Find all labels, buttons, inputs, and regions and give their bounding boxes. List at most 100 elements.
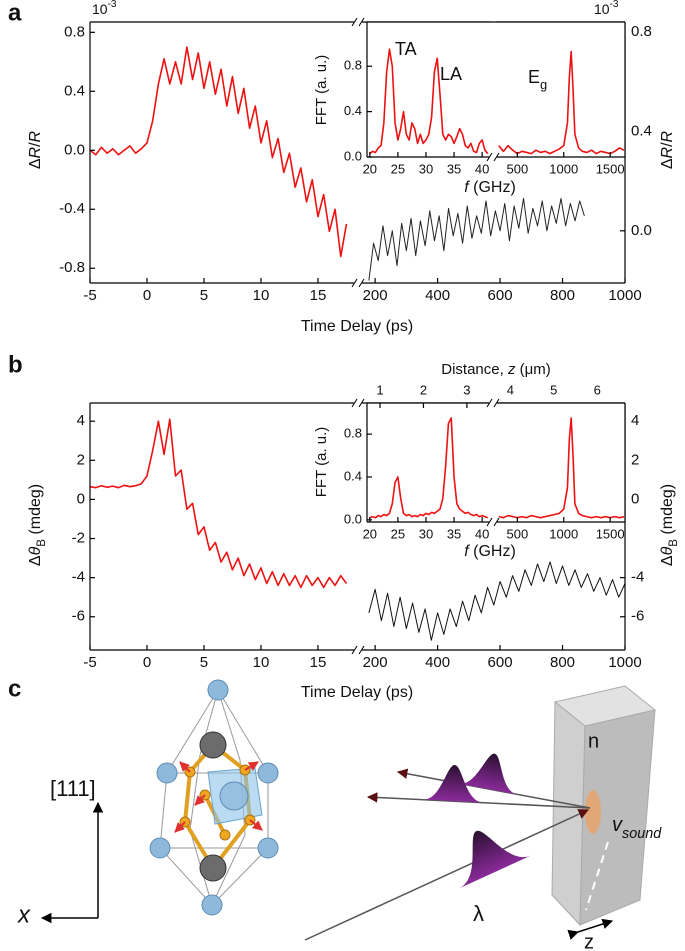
text-part: (μm) [515,361,550,378]
data-line [498,417,625,519]
y-tick-label: -4 [631,569,644,586]
panel-label: b [8,351,23,378]
x-tick-label: 25 [391,161,405,176]
axis-break [493,152,500,162]
y-tick-label: 2 [631,451,639,468]
y-tick-label: -0.8 [59,259,85,276]
y-tick-label: 0.4 [631,122,652,139]
atom [156,762,178,784]
x-tick-label: 200 [363,287,388,304]
text-part: f [464,543,470,560]
y-axis-label: FFT (a. u.) [313,55,330,126]
text-part: B [36,539,48,547]
text-part: v [612,814,623,836]
axis-break [358,645,365,655]
x-tick-label: 35 [447,161,461,176]
text-part: Δ [27,158,44,169]
annotation: LA [440,64,462,84]
y-tick-label: -0.4 [59,200,85,217]
atom [257,837,279,859]
y-axis-label: ΔR/R [659,130,676,169]
x2-tick-label: 1 [376,382,383,397]
inset-background [367,403,490,522]
text-part: 10 [92,1,108,17]
text-part: R [659,146,676,158]
x-tick-label: 30 [419,526,433,541]
y-tick-label: -4 [72,569,85,586]
text-part: / [27,142,44,147]
x-axis-label: f (GHz) [464,543,516,560]
y-tick-label: 0.4 [344,103,362,118]
arrow [194,794,206,806]
arrow [179,761,191,773]
y-tick-label: 0 [77,490,85,507]
text-part: / [659,142,676,147]
atom [257,762,279,784]
x-tick-label: 1000 [608,654,641,671]
annotation: TA [395,39,417,59]
arrow [249,819,263,831]
x-tick-label: 40 [475,161,489,176]
axis-break-gap [489,400,497,406]
x-tick-label: 20 [363,161,377,176]
data-line [369,48,489,155]
text-part: -3 [610,0,619,10]
axis-break [351,17,358,27]
x-tick-label: 800 [550,654,575,671]
axis-break [358,278,365,288]
axis-break-gap [489,154,497,160]
y-axis-label: ΔθB (mdeg) [27,484,48,566]
text-part: Distance, [441,361,508,378]
y-tick-label: 4 [631,412,639,429]
atom [219,829,231,841]
y-axis-label: ΔR/R [27,130,44,169]
x-tick-label: 1000 [549,161,578,176]
y-tick-label: 0.0 [344,148,362,163]
x-tick-label: 1500 [596,526,625,541]
text-part: E [528,67,540,87]
panel-label: a [8,0,22,26]
x2-tick-label: 6 [594,382,601,397]
text-part: B [668,539,680,547]
axis-break [493,517,500,527]
x2-axis-label: Distance, z (μm) [441,361,551,378]
data-line [369,417,489,519]
text-part: g [540,77,547,92]
text-part: Δ [659,555,676,566]
text-part: θ [659,546,676,555]
atom [149,837,171,859]
y-tick-label: 0.8 [344,426,362,441]
x-tick-label: 600 [488,287,513,304]
data-line [368,561,626,641]
text-part: sound [622,826,662,842]
axis-break-gap [354,280,362,286]
arrow [244,761,259,771]
y-axis-label: ΔθB (mdeg) [659,484,680,566]
x-tick-label: -5 [83,654,96,671]
pulse [458,753,518,795]
x-tick-label: 15 [310,654,327,671]
atom [201,894,223,916]
text-part: f [464,179,470,196]
inset-background [496,403,625,522]
strain-pulse [585,790,601,834]
text-part: (mdeg) [27,484,44,539]
text-part: Δ [27,555,44,566]
heavy-atoms [199,731,227,882]
y-tick-label: 0.0 [344,511,362,526]
axis-break-gap [489,519,497,525]
text-part: R [27,130,44,142]
direction-label: [111] [50,776,96,801]
axis-break [351,645,358,655]
panel-label: c [8,675,21,702]
arrow [174,821,186,833]
x-tick-label: 30 [419,161,433,176]
x-tick-label: 600 [488,654,513,671]
x-tick-label: 15 [310,287,327,304]
text-part: z [507,361,516,378]
x-tick-label: 800 [550,287,575,304]
y-axis-label: FFT (a. u.) [313,427,330,498]
x-tick-label: 20 [363,526,377,541]
x2-tick-label: 2 [420,382,427,397]
